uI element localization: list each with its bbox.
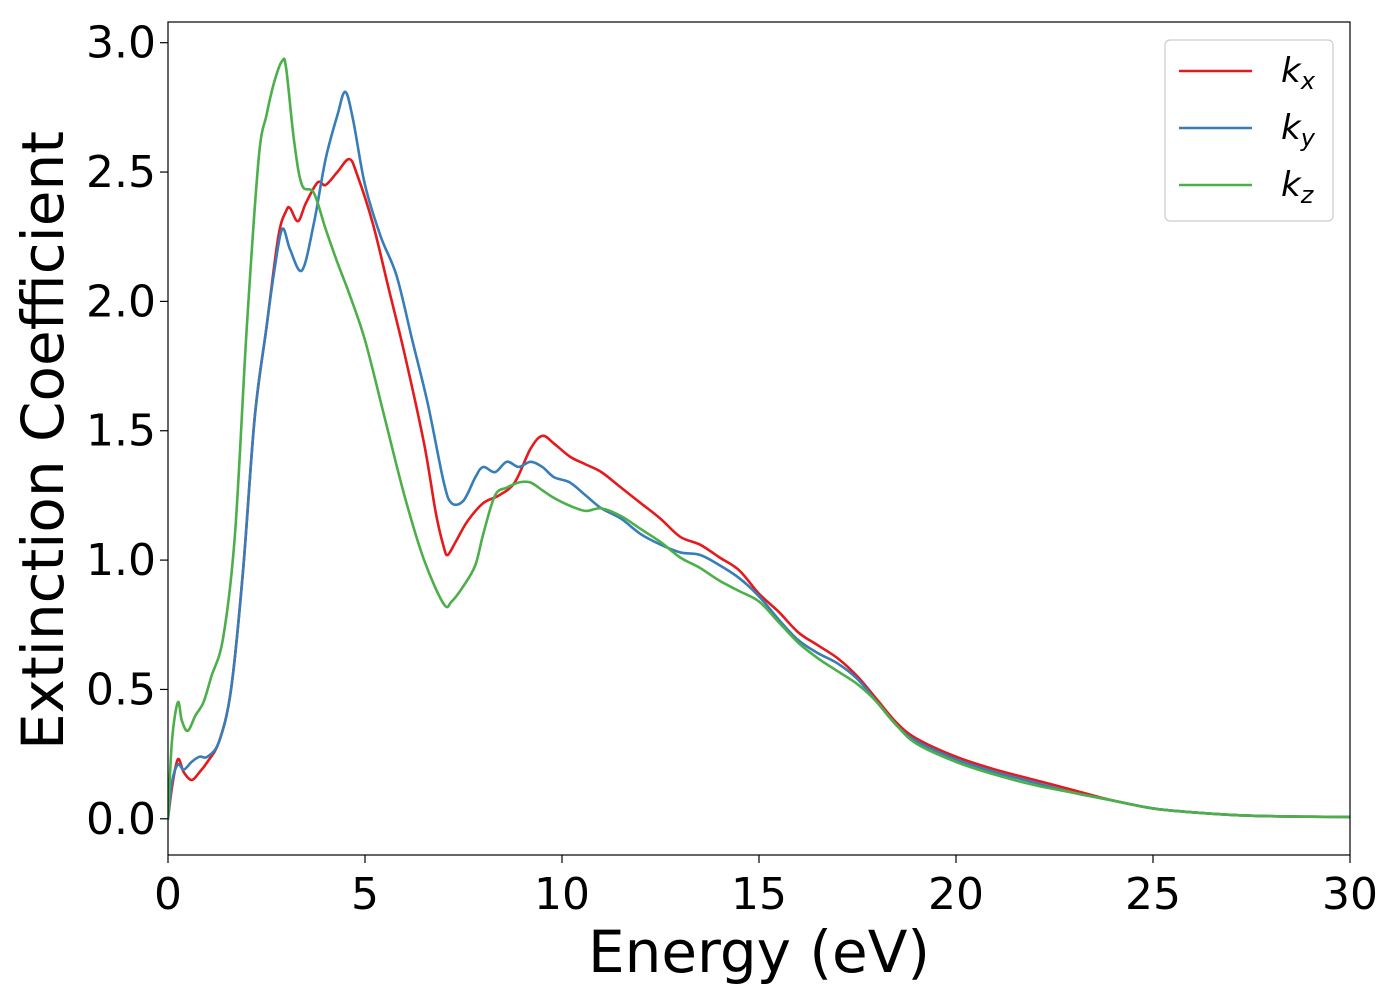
legend-label: ky (1281, 108, 1316, 152)
legend-box (1164, 39, 1334, 222)
x-axis: 0 5 10 15 20 25 30 (154, 855, 1378, 920)
x-tick-label: 0 (154, 869, 182, 920)
legend-label-main: k (1281, 165, 1302, 205)
legend-label-sub: y (1300, 124, 1316, 152)
legend-label: kx (1281, 51, 1316, 95)
y-axis: 0.0 0.5 1.0 1.5 2.0 2.5 3.0 (86, 18, 168, 845)
y-tick-label: 0.0 (86, 794, 156, 845)
x-tick-label: 25 (1125, 869, 1181, 920)
y-tick-label: 2.0 (86, 276, 156, 327)
legend-label-sub: z (1300, 181, 1315, 209)
legend-label: kz (1281, 165, 1315, 209)
x-axis-title: Energy (eV) (588, 918, 930, 986)
x-tick-label: 5 (351, 869, 379, 920)
y-axis-title: Extinction Coefficient (9, 131, 77, 750)
y-tick-label: 1.0 (86, 535, 156, 586)
x-tick-label: 30 (1322, 869, 1378, 920)
plot-area (168, 57, 1350, 821)
x-tick-label: 15 (731, 869, 787, 920)
y-tick-label: 3.0 (86, 18, 156, 69)
series-line-k-z (168, 57, 1350, 821)
x-tick-label: 10 (534, 869, 590, 920)
y-tick-label: 0.5 (86, 664, 156, 715)
y-tick-label: 1.5 (86, 406, 156, 457)
x-tick-label: 20 (928, 869, 984, 920)
y-tick-label: 2.5 (86, 147, 156, 198)
legend-label-sub: x (1300, 67, 1316, 95)
series-line-k-y (168, 90, 1350, 821)
legend-label-main: k (1281, 108, 1302, 148)
legend-label-main: k (1281, 51, 1302, 91)
